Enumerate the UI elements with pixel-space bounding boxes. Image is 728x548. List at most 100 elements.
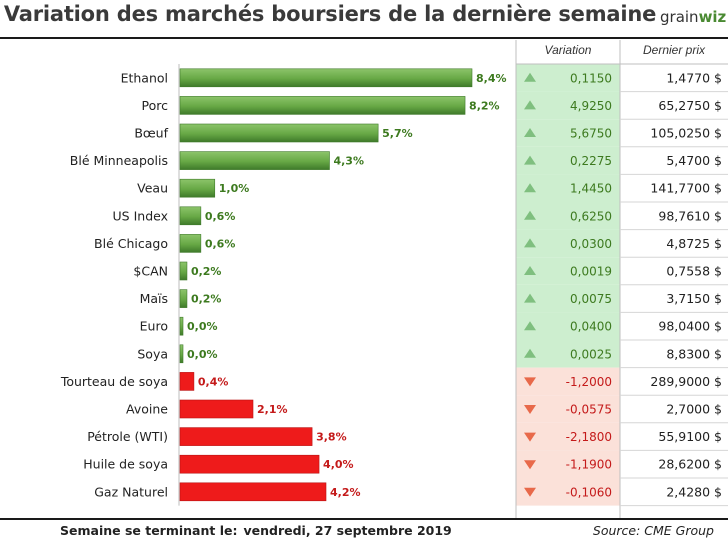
up-arrow-icon: [524, 293, 536, 303]
last-price-value: 1,4770 $: [666, 70, 722, 85]
bar-value-label: 2,1%: [257, 403, 288, 416]
last-price-value: 28,6200 $: [658, 457, 722, 472]
category-label: Blé Minneapolis: [70, 153, 168, 168]
last-price-value: 2,7000 $: [666, 402, 722, 417]
footer-divider: [0, 518, 728, 520]
variation-value: 0,1150: [570, 71, 612, 85]
chart-title: Variation des marchés boursiers de la de…: [3, 2, 657, 26]
bar: [179, 68, 473, 88]
up-arrow-icon: [524, 321, 536, 331]
category-label: Maïs: [140, 291, 168, 306]
bar: [179, 123, 379, 143]
last-price-value: 55,9100 $: [658, 429, 722, 444]
bar-value-label: 3,8%: [316, 431, 347, 444]
last-price-value: 4,8725 $: [666, 236, 722, 251]
category-label: Huile de soya: [83, 457, 168, 472]
variation-column-header: Variation: [544, 43, 592, 57]
bar-value-label: 8,4%: [476, 72, 507, 85]
category-label: Soya: [137, 346, 168, 361]
up-arrow-icon: [524, 72, 536, 82]
variation-value: 1,4450: [570, 182, 612, 196]
last-price-value: 5,4700 $: [666, 153, 722, 168]
logo-prefix: grain: [660, 8, 699, 26]
category-label: Ethanol: [121, 70, 168, 85]
bar-value-label: 0,6%: [205, 237, 236, 250]
variation-value: 0,6250: [570, 209, 612, 223]
title-divider: [0, 37, 728, 39]
variation-value: 5,6750: [570, 127, 612, 141]
bar: [179, 454, 320, 474]
variation-value: 0,2275: [570, 154, 612, 168]
bar-value-label: 0,0%: [187, 348, 218, 361]
category-label: Gaz Naturel: [94, 484, 168, 499]
bar: [179, 96, 466, 115]
week-date: vendredi, 27 septembre 2019: [243, 523, 452, 538]
variation-value: -2,1800: [566, 430, 612, 444]
up-arrow-icon: [524, 238, 536, 248]
last-price-value: 0,7558 $: [666, 264, 722, 279]
category-label: Euro: [140, 319, 168, 334]
bar: [179, 482, 327, 502]
last-price-value: 65,2750 $: [658, 98, 722, 113]
bar-value-label: 0,2%: [191, 265, 222, 278]
category-label: Bœuf: [134, 126, 168, 141]
down-arrow-icon: [524, 377, 536, 387]
down-arrow-icon: [524, 487, 536, 497]
category-label: Avoine: [126, 402, 168, 417]
up-arrow-icon: [524, 128, 536, 137]
category-label: Blé Chicago: [94, 236, 168, 251]
logo-accent: wiz: [698, 8, 727, 26]
down-arrow-icon: [524, 432, 536, 442]
last-price-value: 141,7700 $: [650, 181, 722, 196]
bar-value-label: 4,3%: [333, 155, 364, 168]
category-label: $CAN: [133, 264, 168, 279]
last-price-value: 105,0250 $: [650, 126, 722, 141]
up-arrow-icon: [524, 266, 536, 275]
week-ending-note: Semaine se terminant le: vendredi, 27 sep…: [60, 523, 452, 538]
category-label: Tourteau de soya: [60, 374, 168, 389]
bar: [179, 261, 188, 281]
up-arrow-icon: [524, 210, 536, 220]
variation-value: 4,9250: [570, 99, 612, 113]
bar-value-label: 4,2%: [330, 486, 361, 499]
price-column-header: Dernier prix: [642, 43, 705, 57]
bar: [179, 178, 216, 198]
bar: [179, 234, 202, 253]
bar: [179, 427, 313, 446]
bar: [179, 289, 188, 308]
category-label: US Index: [113, 208, 168, 223]
bar: [179, 151, 330, 170]
variation-value: 0,0075: [570, 292, 612, 306]
bar-value-label: 1,0%: [219, 182, 250, 195]
bar: [179, 344, 184, 364]
variation-value: -1,1900: [566, 458, 612, 472]
variation-value: 0,0025: [570, 347, 612, 361]
bar: [179, 206, 202, 226]
bar-value-label: 4,0%: [323, 458, 354, 471]
last-price-value: 2,4280 $: [666, 484, 722, 499]
up-arrow-icon: [524, 183, 536, 193]
bar: [179, 316, 184, 336]
bar: [179, 399, 254, 419]
up-arrow-icon: [524, 348, 536, 358]
bar-value-label: 0,4%: [198, 375, 229, 388]
variation-value: -0,1060: [566, 485, 612, 499]
up-arrow-icon: [524, 155, 536, 165]
down-arrow-icon: [524, 460, 536, 470]
last-price-value: 98,7610 $: [658, 208, 722, 223]
down-arrow-icon: [524, 405, 536, 414]
category-label: Pétrole (WTI): [87, 429, 168, 444]
category-label: Porc: [142, 98, 169, 113]
last-price-value: 3,7150 $: [666, 291, 722, 306]
bar-value-label: 0,2%: [191, 293, 222, 306]
source-note: Source: CME Group: [592, 523, 714, 538]
last-price-value: 289,9000 $: [650, 374, 722, 389]
variation-value: 0,0400: [570, 320, 612, 334]
up-arrow-icon: [524, 100, 536, 110]
last-price-value: 8,8300 $: [666, 346, 722, 361]
variation-value: -1,2000: [566, 375, 612, 389]
bar-value-label: 0,0%: [187, 320, 218, 333]
variation-value: 0,0019: [570, 265, 612, 279]
